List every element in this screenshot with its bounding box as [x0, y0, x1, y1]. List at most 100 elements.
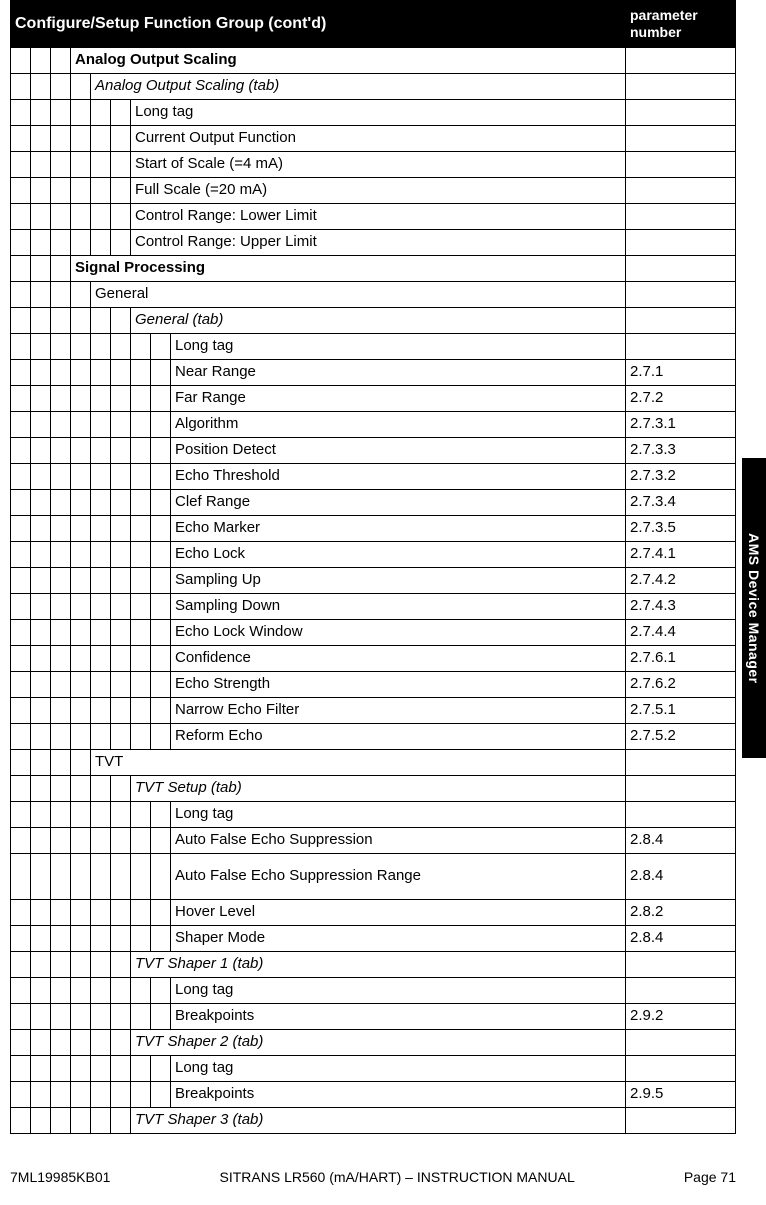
- indent-cell: [31, 925, 51, 951]
- indent-cell: [131, 619, 151, 645]
- indent-cell: [131, 1081, 151, 1107]
- row-label: TVT: [91, 749, 626, 775]
- row-label: Confidence: [171, 645, 626, 671]
- indent-cell: [51, 801, 71, 827]
- indent-cell: [31, 1055, 51, 1081]
- indent-cell: [151, 567, 171, 593]
- row-label: Start of Scale (=4 mA): [131, 151, 626, 177]
- indent-cell: [51, 827, 71, 853]
- row-label: Long tag: [131, 99, 626, 125]
- indent-cell: [11, 541, 31, 567]
- indent-cell: [11, 645, 31, 671]
- indent-cell: [71, 723, 91, 749]
- indent-cell: [111, 801, 131, 827]
- row-param: 2.9.2: [626, 1003, 736, 1029]
- row-param: [626, 151, 736, 177]
- indent-cell: [131, 593, 151, 619]
- indent-cell: [111, 1003, 131, 1029]
- indent-cell: [131, 723, 151, 749]
- table-row: Confidence2.7.6.1: [11, 645, 736, 671]
- indent-cell: [71, 385, 91, 411]
- indent-cell: [31, 1107, 51, 1133]
- indent-cell: [11, 151, 31, 177]
- indent-cell: [131, 385, 151, 411]
- table-row: Analog Output Scaling: [11, 47, 736, 73]
- indent-cell: [31, 99, 51, 125]
- indent-cell: [11, 671, 31, 697]
- row-param: [626, 203, 736, 229]
- indent-cell: [111, 99, 131, 125]
- indent-cell: [31, 899, 51, 925]
- indent-cell: [91, 723, 111, 749]
- indent-cell: [51, 775, 71, 801]
- indent-cell: [71, 899, 91, 925]
- indent-cell: [11, 463, 31, 489]
- row-label: Echo Marker: [171, 515, 626, 541]
- indent-cell: [51, 977, 71, 1003]
- table-row: Current Output Function: [11, 125, 736, 151]
- row-label: Long tag: [171, 977, 626, 1003]
- indent-cell: [71, 827, 91, 853]
- indent-cell: [31, 281, 51, 307]
- indent-cell: [71, 853, 91, 899]
- table-row: Auto False Echo Suppression Range2.8.4: [11, 853, 736, 899]
- indent-cell: [151, 645, 171, 671]
- row-param: [626, 307, 736, 333]
- indent-cell: [51, 593, 71, 619]
- table-row: General (tab): [11, 307, 736, 333]
- row-param: 2.8.4: [626, 853, 736, 899]
- indent-cell: [51, 671, 71, 697]
- table-row: Control Range: Lower Limit: [11, 203, 736, 229]
- indent-cell: [91, 515, 111, 541]
- table-row: Echo Threshold2.7.3.2: [11, 463, 736, 489]
- indent-cell: [51, 515, 71, 541]
- indent-cell: [31, 151, 51, 177]
- indent-cell: [71, 515, 91, 541]
- indent-cell: [91, 437, 111, 463]
- row-param: 2.8.4: [626, 925, 736, 951]
- indent-cell: [151, 411, 171, 437]
- indent-cell: [91, 1107, 111, 1133]
- row-label: Shaper Mode: [171, 925, 626, 951]
- indent-cell: [31, 359, 51, 385]
- indent-cell: [71, 359, 91, 385]
- indent-cell: [111, 671, 131, 697]
- row-label: Echo Threshold: [171, 463, 626, 489]
- indent-cell: [91, 385, 111, 411]
- indent-cell: [131, 1003, 151, 1029]
- indent-cell: [71, 281, 91, 307]
- indent-cell: [71, 775, 91, 801]
- indent-cell: [51, 925, 71, 951]
- indent-cell: [31, 73, 51, 99]
- indent-cell: [31, 951, 51, 977]
- indent-cell: [71, 1029, 91, 1055]
- indent-cell: [91, 977, 111, 1003]
- indent-cell: [151, 671, 171, 697]
- indent-cell: [91, 1029, 111, 1055]
- table-row: Echo Strength2.7.6.2: [11, 671, 736, 697]
- indent-cell: [111, 619, 131, 645]
- indent-cell: [51, 899, 71, 925]
- row-label: Near Range: [171, 359, 626, 385]
- row-label: Control Range: Upper Limit: [131, 229, 626, 255]
- indent-cell: [31, 385, 51, 411]
- indent-cell: [71, 151, 91, 177]
- indent-cell: [11, 177, 31, 203]
- indent-cell: [91, 925, 111, 951]
- row-param: [626, 1055, 736, 1081]
- indent-cell: [71, 567, 91, 593]
- indent-cell: [131, 437, 151, 463]
- indent-cell: [151, 619, 171, 645]
- indent-cell: [111, 899, 131, 925]
- indent-cell: [71, 541, 91, 567]
- table-row: General: [11, 281, 736, 307]
- indent-cell: [11, 775, 31, 801]
- indent-cell: [151, 827, 171, 853]
- row-param: 2.7.4.4: [626, 619, 736, 645]
- indent-cell: [71, 1107, 91, 1133]
- indent-cell: [51, 177, 71, 203]
- indent-cell: [31, 593, 51, 619]
- indent-cell: [91, 697, 111, 723]
- indent-cell: [11, 385, 31, 411]
- indent-cell: [51, 463, 71, 489]
